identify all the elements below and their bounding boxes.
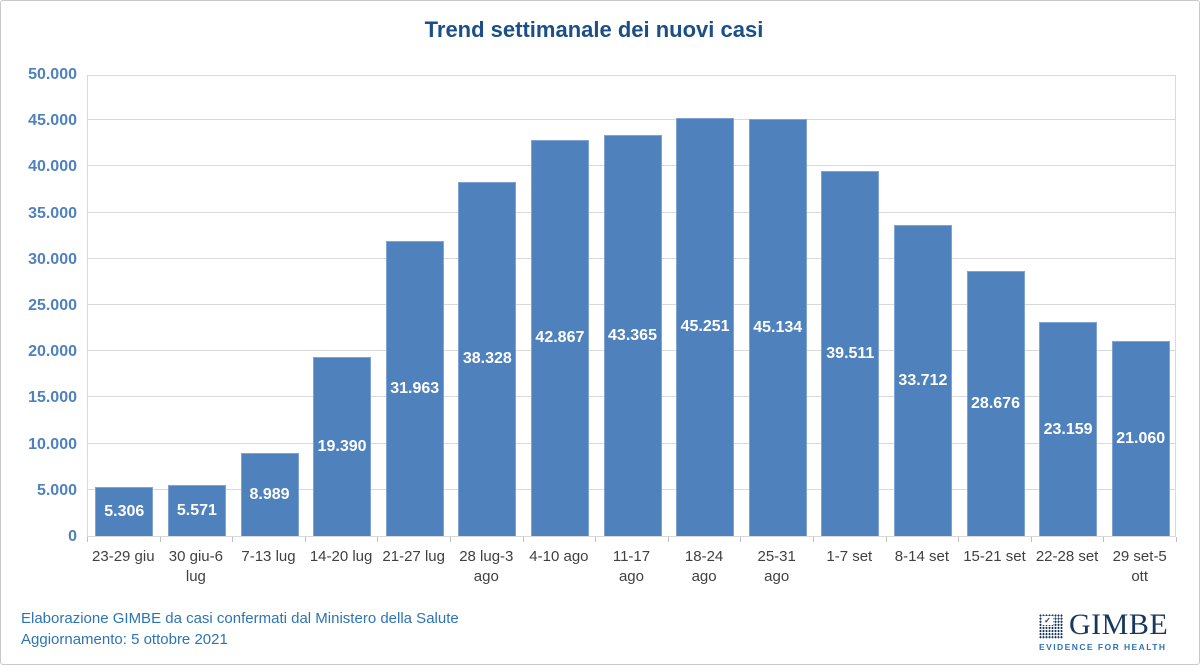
x-axis-label: 25-31 ago (757, 548, 796, 585)
bar: 33.712 (893, 224, 952, 536)
bar: 28.676 (966, 271, 1025, 536)
y-axis-label: 25.000 (28, 297, 77, 314)
x-axis-tick (1030, 537, 1032, 542)
x-axis-tick (1176, 537, 1177, 542)
update-line: Aggiornamento: 5 ottobre 2021 (21, 631, 228, 648)
chart-title: Trend settimanale dei nuovi casi (424, 17, 764, 42)
bar-value-label: 5.571 (176, 501, 217, 519)
check-icon: ✓ (1042, 616, 1053, 625)
x-axis-label: 8-14 set (894, 548, 949, 565)
bar-value-label: 42.867 (535, 329, 585, 347)
x-axis-tick (885, 537, 887, 542)
y-axis-label: 20.000 (28, 343, 77, 361)
bar: 42.867 (530, 139, 589, 536)
y-axis-label: 50.000 (28, 66, 77, 83)
bar-value-label: 19.390 (317, 437, 367, 455)
x-axis-tick (232, 537, 234, 542)
x-axis-tick (377, 537, 379, 542)
x-axis-label: 18-24 ago (684, 548, 724, 585)
x-axis-label: 4-10 ago (529, 548, 589, 565)
y-axis-label: 45.000 (28, 112, 77, 130)
x-axis-label: 29 set-5 ott (1112, 548, 1167, 585)
x-axis-tick (304, 537, 306, 542)
y-axis-label: 30.000 (28, 250, 77, 268)
bar-value-label: 31.963 (390, 379, 440, 397)
x-axis-tick (813, 537, 814, 542)
bar-value-label: 33.712 (898, 371, 948, 389)
bar-value-label: 38.328 (462, 350, 512, 368)
logo-tagline: EVIDENCE FOR HEALTH (1039, 642, 1167, 652)
x-axis-label: 7-13 lug (241, 548, 296, 565)
bar: 21.060 (1111, 341, 1170, 536)
x-axis-label: 11-17 ago (612, 548, 651, 585)
bar: 39.511 (821, 170, 880, 536)
x-axis-label: 1-7 set (826, 548, 873, 565)
x-axis-tick (87, 537, 88, 542)
bar: 8.989 (240, 452, 299, 536)
y-axis-label: 0 (68, 528, 77, 545)
x-axis-tick (450, 537, 451, 542)
x-axis-tick (522, 537, 524, 542)
bar-value-label: 21.060 (1116, 430, 1166, 448)
bar: 45.251 (676, 117, 735, 536)
bar: 45.134 (748, 118, 807, 536)
bar-value-label: 5.306 (104, 502, 145, 520)
bar: 19.390 (313, 356, 372, 536)
bar-value-label: 43.365 (608, 327, 657, 345)
bar: 38.328 (458, 181, 517, 536)
bar: 23.159 (1039, 322, 1098, 536)
chart-plot-area: 5.306 5.571 8.989 19.390 31.963 38.328 42.867 4… (87, 75, 1176, 537)
x-axis-tick (595, 537, 597, 542)
bar: 43.365 (603, 135, 662, 536)
x-axis-tick (958, 537, 960, 542)
x-axis-label: 14-20 lug (309, 548, 373, 565)
y-axis-label: 40.000 (28, 158, 77, 176)
x-axis-label: 15-21 set (963, 548, 1026, 565)
source-line: Elaborazione GIMBE da casi confermati da… (21, 610, 459, 627)
y-axis-label: 5.000 (36, 481, 77, 499)
bar-value-label: 39.511 (826, 344, 875, 362)
gimbe-logo: ✓ GIMBE EVIDENCE FOR HEALTH (1039, 608, 1171, 652)
x-axis-tick (740, 537, 742, 542)
gimbe-dots-logo-icon: ✓ (1039, 614, 1063, 639)
bar: 5.571 (167, 484, 226, 536)
x-axis-label: 30 giu-6 lug (168, 548, 223, 585)
bar-value-label: 23.159 (1043, 420, 1093, 438)
x-axis-label: 22-28 set (1035, 548, 1099, 565)
bar-value-label: 28.676 (971, 395, 1020, 413)
x-axis-tick (159, 537, 161, 542)
source-note: Elaborazione GIMBE da casi confermati da… (21, 608, 459, 650)
y-axis-label: 35.000 (28, 204, 77, 222)
bar-value-label: 8.989 (249, 485, 290, 503)
x-axis-label: 23-29 giu (92, 548, 155, 565)
logo-wordmark: GIMBE (1069, 608, 1169, 641)
gridline (88, 119, 1175, 121)
y-axis-label: 10.000 (28, 435, 77, 453)
x-axis-tick (1103, 537, 1105, 542)
bar-value-label: 45.134 (753, 318, 803, 336)
x-axis-label: 28 lug-3 ago (459, 548, 514, 585)
bar: 5.306 (95, 486, 154, 536)
bar: 31.963 (385, 240, 444, 536)
x-axis-tick (667, 537, 669, 542)
y-axis-label: 15.000 (28, 389, 77, 407)
x-axis-label: 21-27 lug (382, 548, 445, 565)
bar-value-label: 45.251 (680, 318, 730, 336)
